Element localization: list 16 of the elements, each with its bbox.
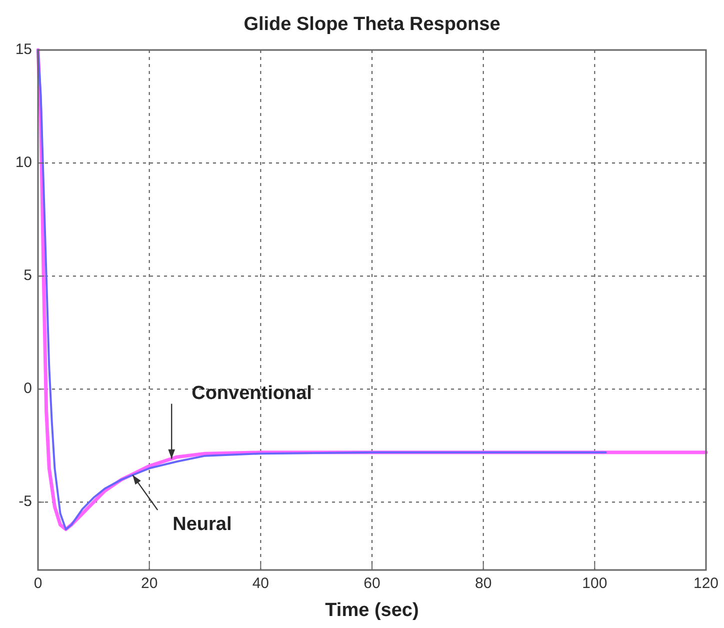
y-tick-label: 5	[24, 267, 32, 284]
x-tick-label: 120	[693, 575, 719, 592]
x-axis-title: Time (sec)	[325, 600, 419, 621]
text: Conventional	[192, 382, 312, 404]
x-tick-label: 40	[252, 575, 270, 592]
y-tick-label: 0	[24, 380, 32, 398]
x-tick-label: 100	[582, 575, 608, 592]
line-series	[37, 49, 607, 530]
y-tick-label: -5	[18, 493, 32, 510]
x-tick-label: 20	[140, 575, 158, 592]
x-tick-label: 60	[364, 575, 380, 592]
y-tick-label: 15	[15, 40, 32, 58]
y-tick-label: 10	[15, 154, 32, 172]
x-tick-label: 80	[474, 575, 492, 592]
text: Neural	[172, 514, 232, 536]
chart-title: Glide Slope Theta Response	[244, 14, 500, 35]
